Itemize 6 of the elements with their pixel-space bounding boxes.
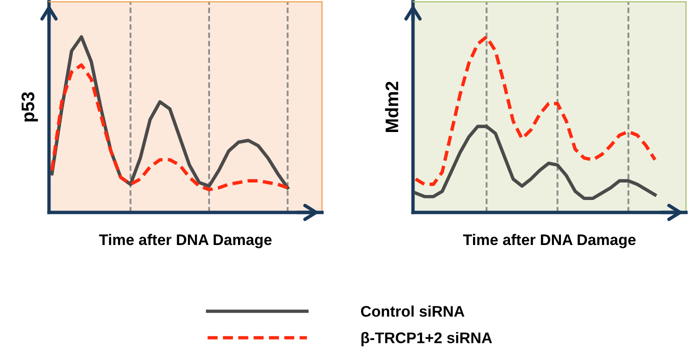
x-axis-title: Time after DNA Damage	[99, 234, 272, 248]
y-axis-title: Mdm2	[385, 82, 398, 132]
text: Control siRNA	[361, 306, 464, 317]
text: β-TRCP1+2 siRNA	[361, 332, 492, 346]
x-axis-title: Time after DNA Damage	[463, 234, 636, 248]
y-axis-title: p53	[22, 92, 38, 122]
